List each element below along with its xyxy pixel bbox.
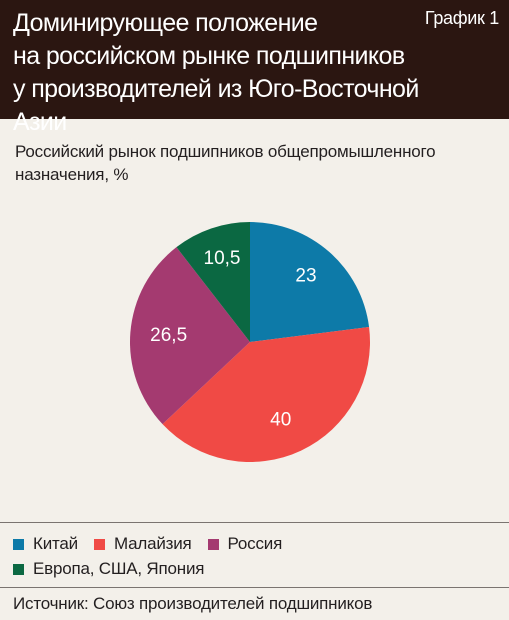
- chart-subtitle: Российский рынок подшипников общепромышл…: [15, 142, 436, 184]
- source-divider: [0, 587, 509, 588]
- title-line-2: на российском рынке подшипников: [13, 42, 405, 70]
- legend-swatch-china: [13, 538, 24, 550]
- legend-label-malaysia: Малайзия: [113, 534, 192, 553]
- chart-header: Доминирующее положение на российском рын…: [0, 0, 509, 136]
- chart-title: Доминирующее положение на российском рын…: [13, 7, 433, 139]
- pie-label-europe-usa-japan: 10,5: [204, 248, 241, 269]
- legend-label-europe-usa-japan: Европа, США, Япония: [33, 559, 205, 578]
- legend-item-malaysia: Малайзия: [93, 533, 192, 555]
- source-note: Источник: Союз производителей подшипнико…: [13, 594, 373, 613]
- pie-slice-russia: [130, 247, 250, 425]
- legend-item-china: Китай: [13, 533, 78, 555]
- title-line-3: у производителей из Юго-Восточной Азии: [13, 75, 419, 136]
- legend-swatch-europe-usa-japan: [13, 563, 24, 575]
- pie-label-russia: 26,5: [150, 325, 187, 346]
- pie-slice-malaysia: [162, 326, 370, 463]
- legend-item-europe-usa-japan: Европа, США, Япония: [13, 558, 493, 580]
- legend-label-china: Китай: [33, 534, 78, 553]
- legend: Китай Малайзия Россия Европа, США, Япони…: [13, 533, 493, 580]
- legend-swatch-malaysia: [93, 538, 105, 550]
- figure-label: График 1: [424, 8, 499, 28]
- pie-label-china: 23: [295, 265, 316, 286]
- pie-label-malaysia: 40: [270, 409, 291, 430]
- pie-slice-china: [250, 222, 370, 342]
- legend-item-russia: Россия: [207, 533, 283, 555]
- pie-slice-europe-usa-japan: [176, 222, 250, 342]
- legend-top-divider: [0, 522, 509, 523]
- legend-label-russia: Россия: [227, 534, 283, 553]
- pie-chart: 23 40 26,5 10,5: [130, 222, 370, 463]
- title-line-1: Доминирующее положение: [13, 9, 318, 37]
- legend-swatch-russia: [207, 538, 219, 550]
